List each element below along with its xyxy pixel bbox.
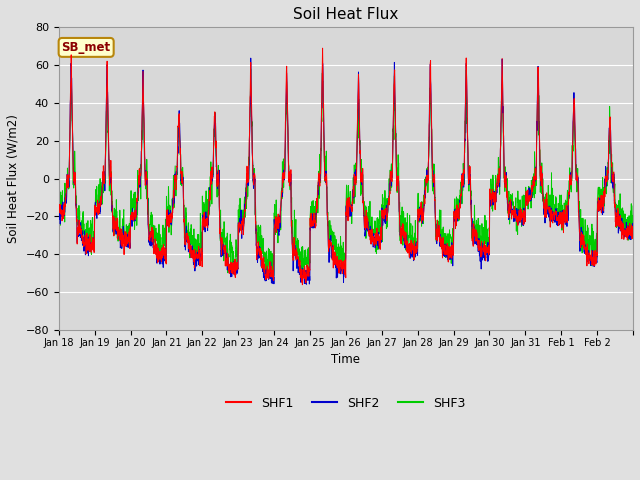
SHF1 (621, 232, 629, 238)
SHF1 (298, 282, 306, 288)
SHF1 (236, 221, 244, 227)
SHF1 (381, 206, 388, 212)
Legend: SHF1, SHF2, SHF3: SHF1, SHF2, SHF3 (221, 392, 470, 415)
SHF2 (381, 216, 388, 222)
Y-axis label: Soil Heat Flux (W/m2): Soil Heat Flux (W/m2) (7, 114, 20, 243)
SHF3 (621, 211, 629, 217)
SHF2 (552, 211, 559, 217)
SHF2 (247, 55, 255, 61)
SHF2 (520, 223, 527, 228)
SHF1 (552, 210, 559, 216)
SHF3 (55, 202, 63, 207)
SHF3 (112, 217, 120, 223)
SHF1 (55, 206, 63, 212)
X-axis label: Time: Time (332, 353, 360, 366)
SHF3 (298, 279, 306, 285)
SHF1 (629, 228, 637, 233)
Line: SHF3: SHF3 (59, 69, 633, 282)
SHF2 (55, 215, 63, 220)
SHF3 (247, 66, 255, 72)
SHF3 (520, 199, 527, 204)
SHF3 (381, 188, 388, 193)
SHF2 (621, 230, 629, 236)
SHF2 (303, 281, 310, 287)
SHF2 (236, 220, 244, 226)
Title: Soil Heat Flux: Soil Heat Flux (293, 7, 399, 22)
SHF3 (629, 203, 637, 209)
SHF2 (112, 231, 120, 237)
SHF3 (236, 195, 244, 201)
SHF3 (552, 194, 559, 200)
SHF1 (112, 226, 120, 232)
Line: SHF1: SHF1 (59, 48, 633, 285)
SHF1 (520, 222, 527, 228)
Text: SB_met: SB_met (61, 41, 111, 54)
SHF2 (629, 228, 637, 234)
Line: SHF2: SHF2 (59, 58, 633, 284)
SHF1 (319, 45, 326, 51)
